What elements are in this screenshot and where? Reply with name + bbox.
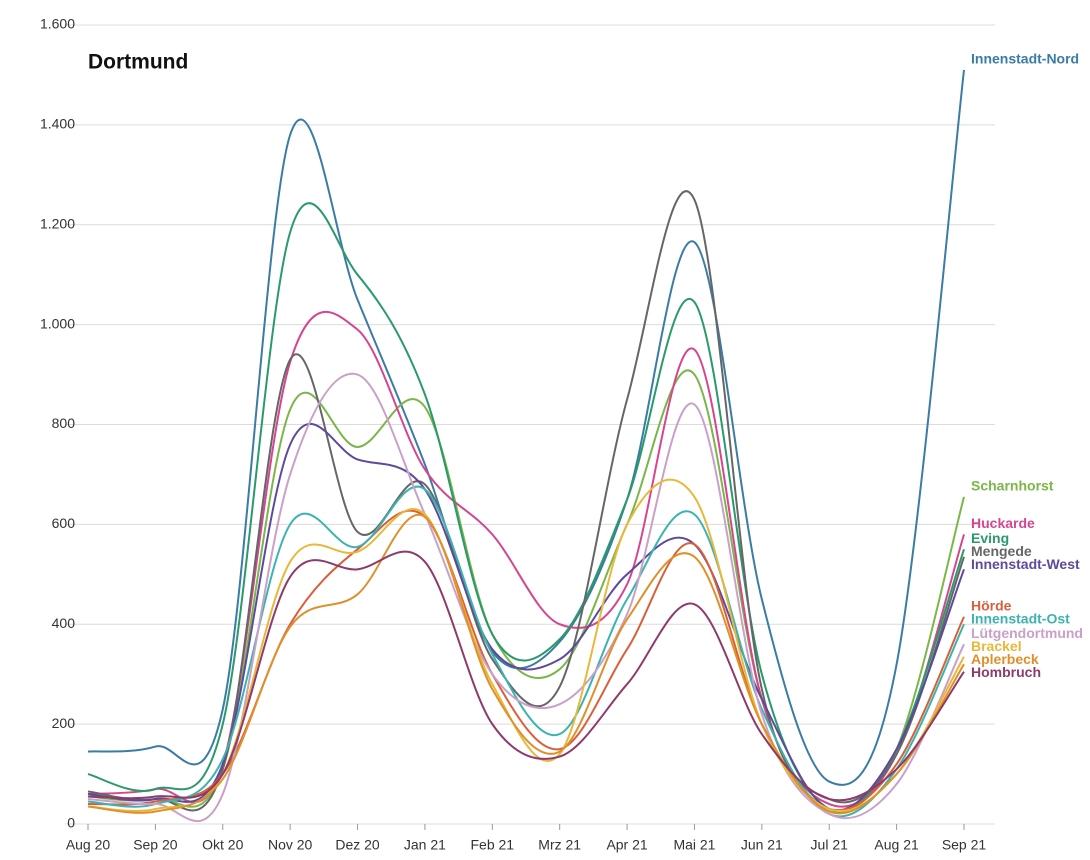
legend-label: Brackel — [971, 638, 1022, 654]
series-line — [87, 69, 965, 786]
legend-label: Mengede — [971, 543, 1032, 559]
y-tick-label: 600 — [52, 515, 76, 531]
x-tick-label: Apr 21 — [606, 837, 647, 853]
x-tick-label: Jun 21 — [741, 837, 783, 853]
x-tick-label: Mai 21 — [673, 837, 715, 853]
legend-label: Innenstadt-Nord — [971, 51, 1079, 67]
y-tick-label: 0 — [67, 815, 75, 831]
series-line — [87, 513, 965, 815]
series-line — [87, 310, 965, 808]
x-tick-label: Sep 21 — [942, 837, 987, 853]
x-tick-label: Jan 21 — [404, 837, 446, 853]
series-line — [87, 485, 965, 818]
legend-label: Eving — [971, 530, 1009, 546]
y-tick-label: 1.200 — [40, 215, 75, 231]
y-tick-label: 1.400 — [40, 116, 75, 132]
legend-label: Huckarde — [971, 515, 1035, 531]
series-line — [87, 423, 965, 812]
y-tick-label: 800 — [52, 415, 76, 431]
series-line — [87, 550, 965, 802]
y-tick-label: 200 — [52, 715, 76, 731]
series-line — [87, 372, 965, 822]
x-tick-label: Jul 21 — [811, 837, 849, 853]
x-tick-label: Nov 20 — [268, 837, 313, 853]
legend-label: Hörde — [971, 597, 1012, 613]
legend-label: Innenstadt-West — [971, 556, 1080, 572]
y-tick-label: 400 — [52, 615, 76, 631]
legend-label: Innenstadt-Ost — [971, 610, 1070, 626]
x-tick-label: Mrz 21 — [538, 837, 581, 853]
legend-label: Lütgendortmund — [971, 625, 1083, 641]
series-line — [87, 478, 965, 813]
chart-title: Dortmund — [88, 51, 188, 74]
x-tick-label: Okt 20 — [202, 837, 243, 853]
legend-label: Scharnhorst — [971, 478, 1054, 494]
x-tick-label: Dez 20 — [335, 837, 380, 853]
y-tick-label: 1.600 — [40, 16, 75, 32]
legend-label: Aplerbeck — [971, 651, 1039, 667]
x-tick-label: Aug 21 — [874, 837, 919, 853]
x-tick-label: Sep 20 — [133, 837, 178, 853]
legend-label: Hombruch — [971, 664, 1041, 680]
x-tick-label: Aug 20 — [66, 837, 111, 853]
x-tick-label: Feb 21 — [471, 837, 515, 853]
y-tick-label: 1.000 — [40, 315, 75, 331]
series-line — [87, 190, 965, 812]
